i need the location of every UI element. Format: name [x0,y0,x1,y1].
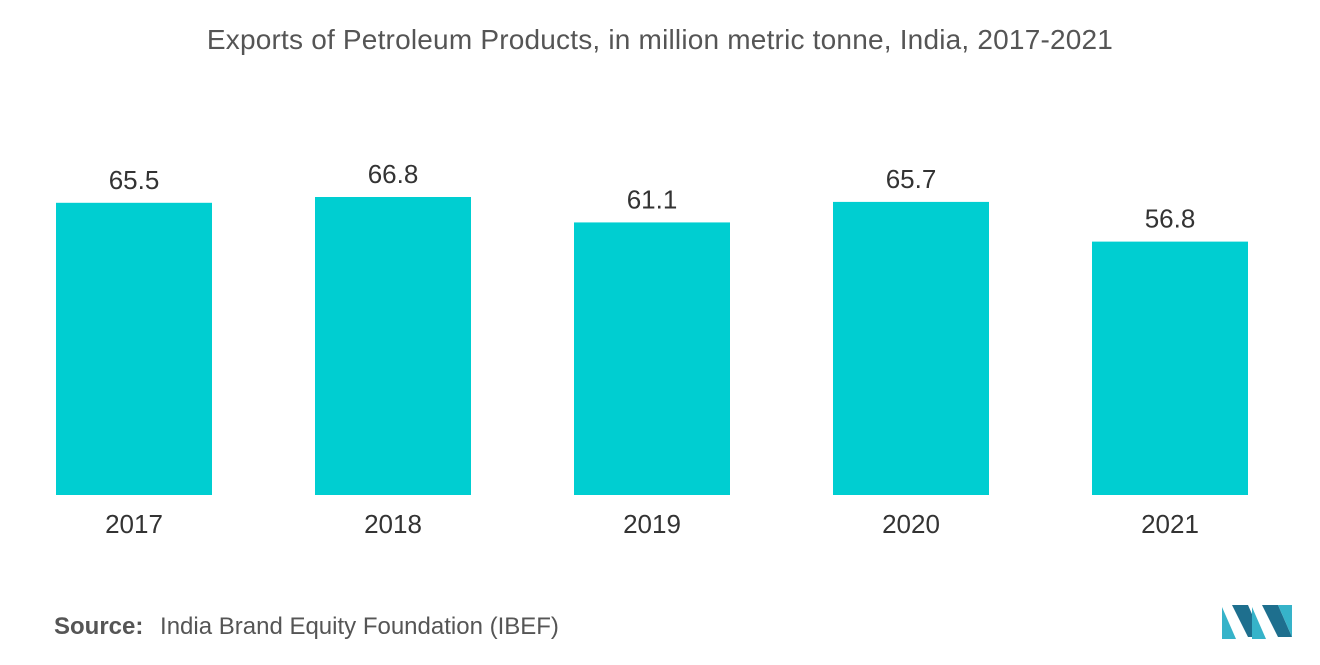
data-label-2021: 56.8 [1145,204,1196,234]
x-tick-label-group: 2017 2018 2019 2020 2021 [105,509,1199,539]
x-tick-label-2017: 2017 [105,509,163,539]
bar-2019 [574,222,730,495]
data-label-group: 65.5 66.8 61.1 65.7 56.8 [109,159,1196,234]
source-note: Source: India Brand Equity Foundation (I… [54,613,559,641]
data-label-2019: 61.1 [627,184,678,214]
bar-group [56,197,1248,496]
chart-title: Exports of Petroleum Products, in millio… [206,24,1114,55]
bar-2020 [833,201,989,496]
source-label: Source: [54,613,144,640]
x-tick-label-2021: 2021 [1141,509,1199,539]
x-tick-label-2018: 2018 [364,509,422,539]
x-tick-label-2019: 2019 [623,509,681,539]
bar-2021 [1092,241,1248,495]
data-label-2020: 65.7 [886,164,937,194]
mordor-intelligence-logo-icon [1222,605,1292,639]
bar-2017 [56,202,212,495]
data-label-2018: 66.8 [368,159,419,189]
x-tick-label-2020: 2020 [882,509,940,539]
source-text: India Brand Equity Foundation (IBEF) [160,613,559,640]
data-label-2017: 65.5 [109,165,160,195]
bar-2018 [315,197,471,495]
